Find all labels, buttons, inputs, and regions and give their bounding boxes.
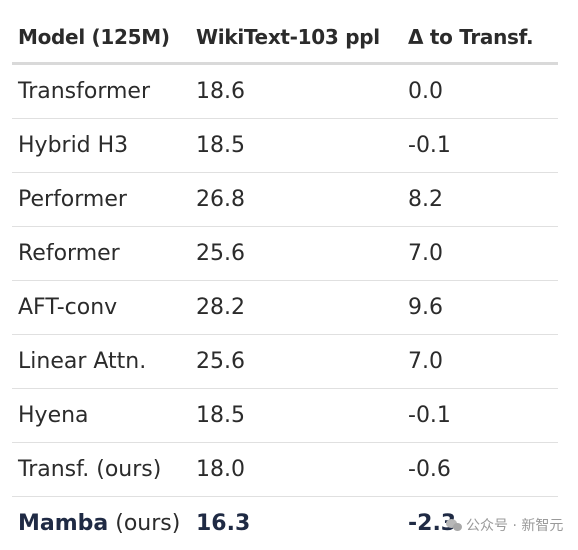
cell-delta: 7.0 [402, 226, 558, 281]
mamba-name: Mamba [18, 511, 109, 536]
table-row: Hybrid H3 18.5 -0.1 [12, 118, 558, 173]
cell-model-highlight: Mamba (ours) [12, 497, 190, 550]
cell-model: Hyena [12, 388, 190, 443]
cell-ppl: 28.2 [190, 280, 402, 335]
cell-delta: 9.6 [402, 280, 558, 335]
header-row: Model (125M) WikiText-103 ppl Δ to Trans… [12, 12, 558, 65]
cell-delta: -0.6 [402, 442, 558, 497]
watermark: 公众号 · 新智元 [446, 515, 563, 535]
table-row: Linear Attn. 25.6 7.0 [12, 334, 558, 389]
cell-delta: 8.2 [402, 172, 558, 227]
table-row: Performer 26.8 8.2 [12, 172, 558, 227]
header-model: Model (125M) [12, 12, 190, 65]
cell-ppl: 18.5 [190, 388, 402, 443]
cell-ppl: 18.0 [190, 442, 402, 497]
cell-model: Linear Attn. [12, 334, 190, 389]
cell-delta: -0.1 [402, 388, 558, 443]
watermark-text: 公众号 · 新智元 [466, 518, 564, 534]
results-table-container: Model (125M) WikiText-103 ppl Δ to Trans… [12, 12, 558, 550]
table-row: Transformer 18.6 0.0 [12, 63, 558, 119]
cell-ppl: 26.8 [190, 172, 402, 227]
table-row-highlight: Mamba (ours) 16.3 -2.3 [12, 497, 558, 550]
table-row: Hyena 18.5 -0.1 [12, 388, 558, 443]
cell-model: Hybrid H3 [12, 118, 190, 173]
table-row: Transf. (ours) 18.0 -0.6 [12, 442, 558, 497]
cell-ppl: 18.5 [190, 118, 402, 173]
cell-ppl: 18.6 [190, 63, 402, 119]
cell-ppl: 25.6 [190, 334, 402, 389]
cell-ppl: 25.6 [190, 226, 402, 281]
cell-delta: 0.0 [402, 63, 558, 119]
table-row: AFT-conv 28.2 9.6 [12, 280, 558, 335]
cell-model: Transf. (ours) [12, 442, 190, 497]
cell-ppl-highlight: 16.3 [196, 511, 251, 536]
wechat-icon [446, 518, 462, 532]
header-ppl: WikiText-103 ppl [190, 12, 402, 65]
results-table: Model (125M) WikiText-103 ppl Δ to Trans… [12, 12, 558, 550]
cell-delta: 7.0 [402, 334, 558, 389]
cell-model: AFT-conv [12, 280, 190, 335]
mamba-suffix: (ours) [108, 511, 181, 536]
cell-delta: -0.1 [402, 118, 558, 173]
cell-model: Reformer [12, 226, 190, 281]
cell-model: Transformer [12, 63, 190, 119]
header-delta: Δ to Transf. [402, 12, 558, 65]
table-row: Reformer 25.6 7.0 [12, 226, 558, 281]
cell-model: Performer [12, 172, 190, 227]
